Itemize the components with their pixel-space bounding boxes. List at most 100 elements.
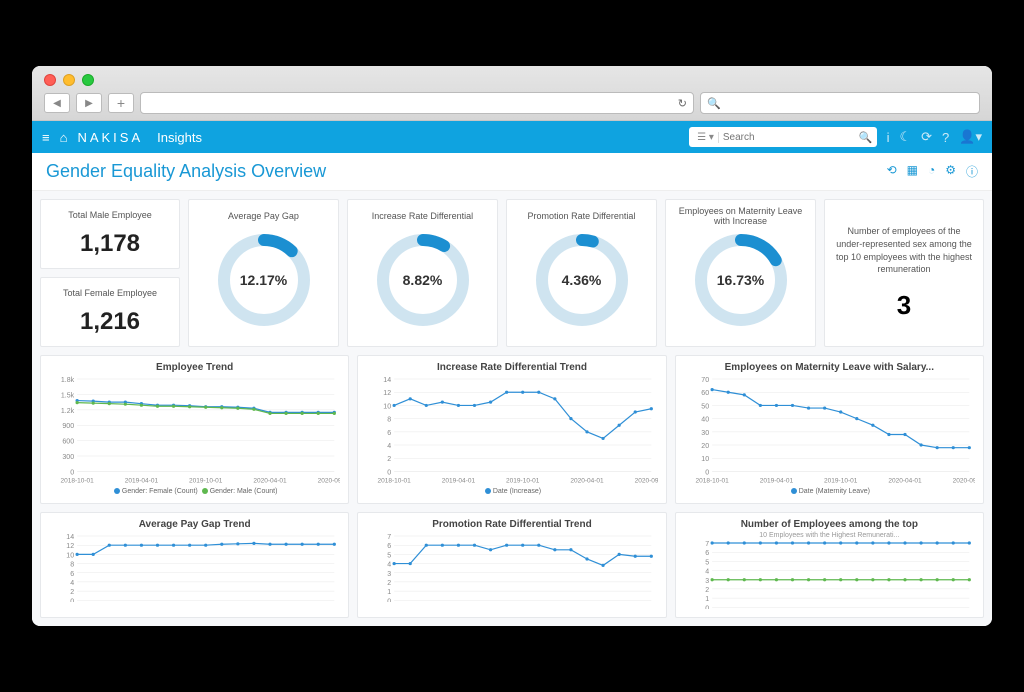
svg-text:900: 900 <box>62 423 74 430</box>
forward-button[interactable]: ▶ <box>76 93 102 113</box>
dashboard: Total Male Employee 1,178 Total Female E… <box>32 191 992 626</box>
minimize-window-icon[interactable] <box>63 74 75 86</box>
svg-text:6: 6 <box>70 570 74 577</box>
url-bar[interactable]: ↻ <box>140 92 694 114</box>
svg-text:4: 4 <box>70 580 74 587</box>
chart-title: Number of Employees among the top <box>684 519 975 530</box>
mac-titlebar: ◀ ▶ + ↻ 🔍 <box>32 66 992 121</box>
svg-text:4: 4 <box>388 443 392 450</box>
svg-text:2: 2 <box>388 580 392 587</box>
refresh-icon[interactable]: ⟲ <box>887 163 897 180</box>
svg-text:2020-09-18: 2020-09-18 <box>952 478 975 485</box>
clock-action-icon[interactable]: ◔ <box>928 163 935 180</box>
chart-card: Employees on Maternity Leave with Salary… <box>675 355 984 504</box>
page-title: Gender Equality Analysis Overview <box>46 161 326 182</box>
maximize-window-icon[interactable] <box>82 74 94 86</box>
svg-text:7: 7 <box>705 541 709 548</box>
svg-text:2019-10-01: 2019-10-01 <box>506 478 540 485</box>
page-header: Gender Equality Analysis Overview ⟲ ▦ ◔ … <box>32 153 992 191</box>
svg-text:1.8k: 1.8k <box>61 377 75 384</box>
chart-subtitle: 10 Employees with the Highest Remunerati… <box>684 532 975 539</box>
donut-chart: 16.73% <box>691 230 791 330</box>
svg-text:70: 70 <box>701 377 709 384</box>
help-icon[interactable]: ? <box>942 130 949 145</box>
header-search[interactable]: ☰ ▾ 🔍 <box>689 127 876 147</box>
svg-text:5: 5 <box>388 552 392 559</box>
svg-text:6: 6 <box>388 543 392 550</box>
info-icon[interactable]: i <box>887 130 890 145</box>
chart-card: Average Pay Gap Trend 02468101214 <box>40 512 349 618</box>
line-chart: 024681012142018-10-012019-04-012019-10-0… <box>366 375 657 486</box>
chart-card: Promotion Rate Differential Trend 012345… <box>357 512 666 618</box>
reload-icon[interactable]: ↻ <box>678 97 687 110</box>
svg-text:1: 1 <box>705 596 709 603</box>
header-actions: i ☾ ⟳ ? 👤▾ <box>887 129 982 145</box>
svg-text:2018-10-01: 2018-10-01 <box>378 478 412 485</box>
grid-icon[interactable]: ▦ <box>907 163 918 180</box>
svg-text:2019-10-01: 2019-10-01 <box>824 478 858 485</box>
svg-text:1: 1 <box>388 589 392 596</box>
search-icon: 🔍 <box>707 97 721 110</box>
chart-title: Promotion Rate Differential Trend <box>366 519 657 530</box>
kpi-label: Total Female Employee <box>47 288 173 298</box>
new-tab-button[interactable]: + <box>108 93 134 113</box>
moon-icon[interactable]: ☾ <box>899 129 911 145</box>
svg-text:7: 7 <box>388 534 392 541</box>
close-window-icon[interactable] <box>44 74 56 86</box>
chart-title: Increase Rate Differential Trend <box>366 362 657 373</box>
brand-sub: Insights <box>157 130 202 145</box>
donut-card: Employees on Maternity Leave with Increa… <box>665 199 816 347</box>
svg-text:0: 0 <box>70 470 74 477</box>
svg-text:2019-04-01: 2019-04-01 <box>759 478 793 485</box>
home-icon[interactable]: ⌂ <box>60 130 68 145</box>
menu-icon[interactable]: ≡ <box>42 130 50 145</box>
search-scope-selector[interactable]: ☰ ▾ <box>693 132 719 143</box>
svg-text:6: 6 <box>705 550 709 557</box>
line-chart: 01234567 <box>366 532 657 602</box>
chart-legend: Date (Maternity Leave) <box>684 488 975 495</box>
chart-legend: Date (Increase) <box>366 488 657 495</box>
browser-window: ◀ ▶ + ↻ 🔍 ≡ ⌂ NAKISA Insights ☰ ▾ 🔍 i ☾ … <box>32 66 992 626</box>
svg-text:2: 2 <box>388 456 392 463</box>
svg-text:10: 10 <box>66 552 74 559</box>
svg-text:1.2k: 1.2k <box>61 408 75 415</box>
kpi-value: 1,178 <box>47 230 173 258</box>
search-icon[interactable]: 🔍 <box>859 131 873 144</box>
svg-text:10: 10 <box>384 404 392 411</box>
donut-title: Employees on Maternity Leave with Increa… <box>674 206 807 226</box>
chart-title: Employee Trend <box>49 362 340 373</box>
svg-text:2: 2 <box>70 589 74 596</box>
svg-text:0: 0 <box>70 598 74 602</box>
svg-text:4: 4 <box>705 568 709 575</box>
kpi-column: Total Male Employee 1,178 Total Female E… <box>40 199 180 347</box>
info-action-icon[interactable]: ⓘ <box>966 163 978 180</box>
charts-row-2: Average Pay Gap Trend 02468101214 Promot… <box>40 512 984 618</box>
svg-text:600: 600 <box>62 439 74 446</box>
svg-text:2020-09-18: 2020-09-18 <box>635 478 658 485</box>
traffic-lights <box>44 74 980 86</box>
svg-text:8: 8 <box>70 561 74 568</box>
svg-text:60: 60 <box>701 390 709 397</box>
donut-value: 4.36% <box>532 230 632 330</box>
line-chart: 03006009001.2k1.5k1.8k2018-10-012019-04-… <box>49 375 340 486</box>
svg-text:20: 20 <box>701 443 709 450</box>
back-button[interactable]: ◀ <box>44 93 70 113</box>
donut-title: Increase Rate Differential <box>372 206 473 226</box>
svg-text:2: 2 <box>705 587 709 594</box>
svg-text:2018-10-01: 2018-10-01 <box>695 478 729 485</box>
top-row: Total Male Employee 1,178 Total Female E… <box>40 199 984 347</box>
search-input[interactable] <box>723 132 855 143</box>
user-icon[interactable]: 👤▾ <box>959 129 982 145</box>
svg-text:30: 30 <box>701 430 709 437</box>
settings-icon[interactable]: ⚙ <box>945 163 956 180</box>
svg-text:3: 3 <box>388 570 392 577</box>
svg-text:0: 0 <box>705 470 709 477</box>
svg-text:50: 50 <box>701 404 709 411</box>
chart-card: Number of Employees among the top 10 Emp… <box>675 512 984 618</box>
line-chart: 01234567 <box>684 539 975 609</box>
donut-title: Promotion Rate Differential <box>528 206 636 226</box>
clock-icon[interactable]: ⟳ <box>921 129 932 145</box>
donut-card: Increase Rate Differential 8.82% <box>347 199 498 347</box>
svg-text:8: 8 <box>388 417 392 424</box>
browser-search[interactable]: 🔍 <box>700 92 980 114</box>
